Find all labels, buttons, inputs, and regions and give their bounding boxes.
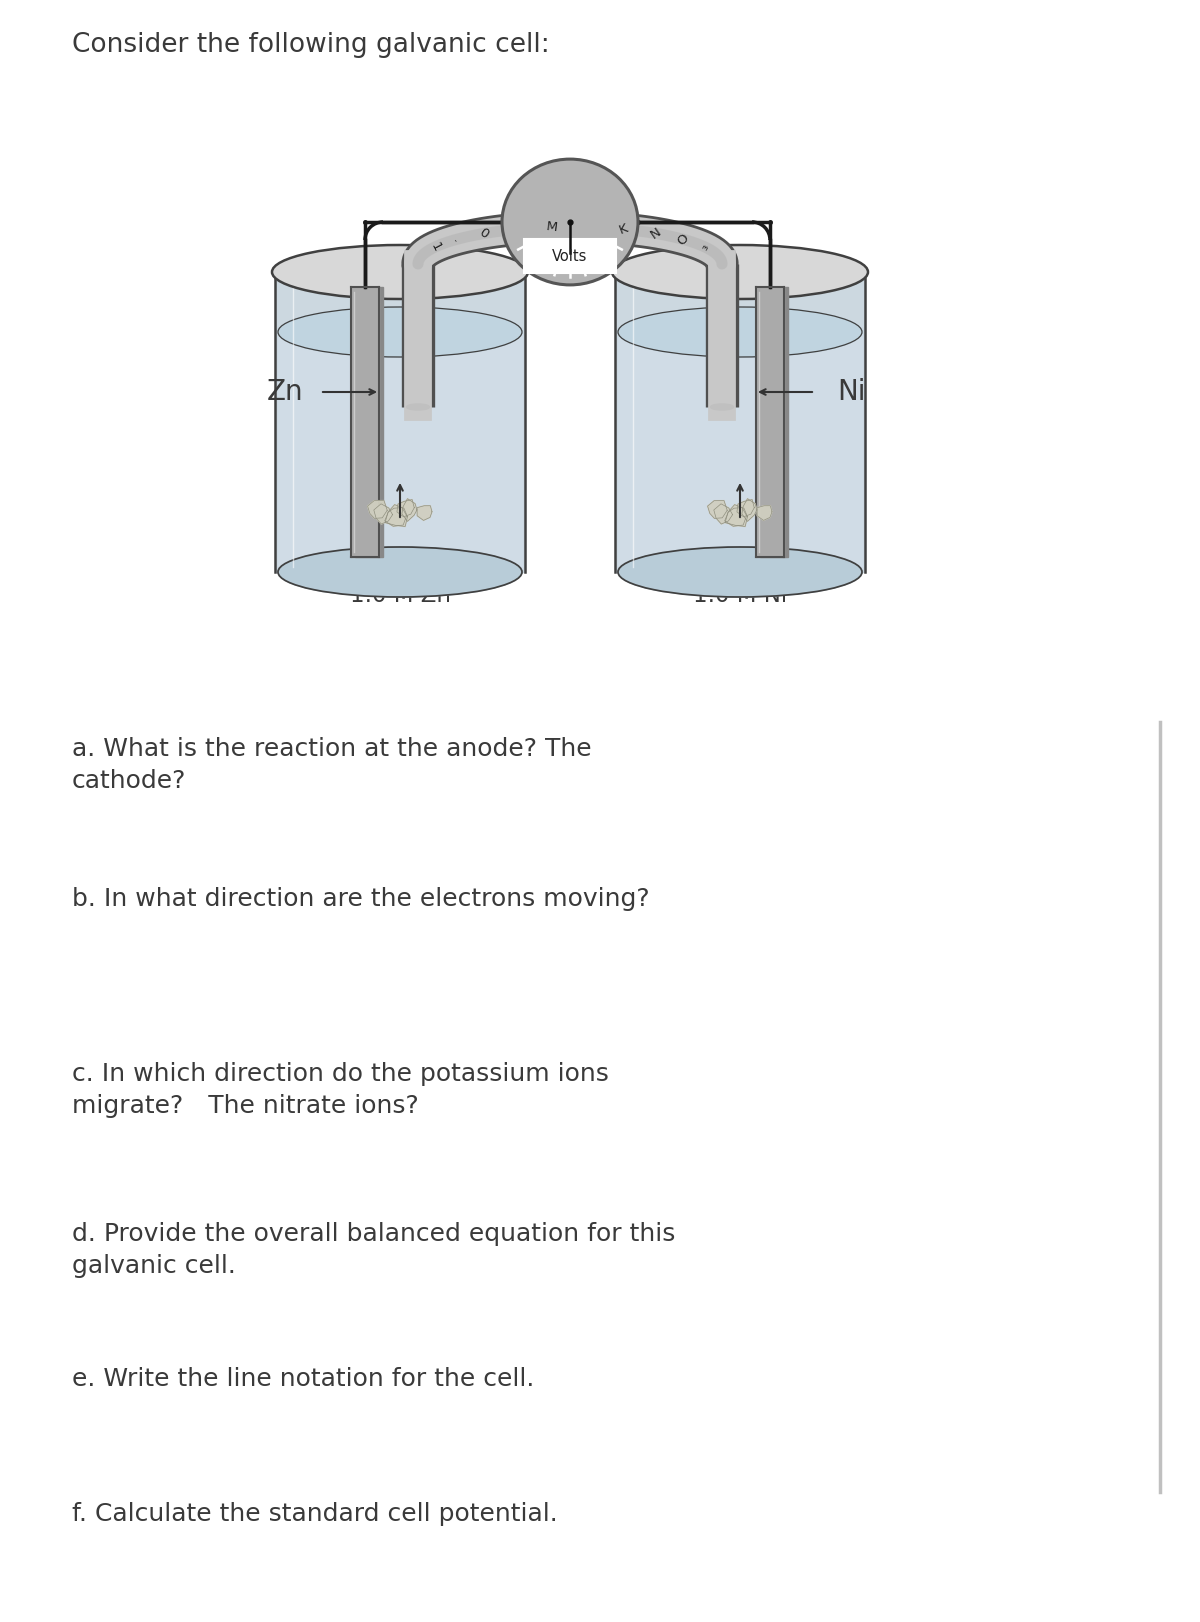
Text: 1.0 M Ni: 1.0 M Ni xyxy=(692,584,787,607)
Ellipse shape xyxy=(278,547,522,597)
Ellipse shape xyxy=(618,547,862,597)
Text: f. Calculate the standard cell potential.: f. Calculate the standard cell potential… xyxy=(72,1502,558,1526)
Polygon shape xyxy=(367,501,388,519)
Text: ₃: ₃ xyxy=(697,242,712,251)
Ellipse shape xyxy=(272,245,528,298)
Polygon shape xyxy=(275,272,526,573)
Text: e. Write the line notation for the cell.: e. Write the line notation for the cell. xyxy=(72,1367,534,1392)
Polygon shape xyxy=(352,287,379,556)
Polygon shape xyxy=(756,287,784,556)
Polygon shape xyxy=(757,506,772,521)
Ellipse shape xyxy=(618,307,862,357)
Text: N: N xyxy=(648,225,664,242)
Polygon shape xyxy=(385,508,407,526)
Ellipse shape xyxy=(407,404,430,410)
Polygon shape xyxy=(742,498,757,521)
Polygon shape xyxy=(278,333,522,573)
Text: 0: 0 xyxy=(476,225,491,242)
Ellipse shape xyxy=(612,245,868,298)
Polygon shape xyxy=(618,333,862,573)
Polygon shape xyxy=(355,287,383,556)
Text: 1.0 M Zn: 1.0 M Zn xyxy=(349,584,450,607)
Text: Consider the following galvanic cell:: Consider the following galvanic cell: xyxy=(72,32,550,58)
Text: 2+: 2+ xyxy=(790,576,814,590)
Polygon shape xyxy=(708,501,727,519)
Polygon shape xyxy=(737,500,755,517)
Polygon shape xyxy=(418,506,432,521)
Ellipse shape xyxy=(278,307,522,357)
Text: a. What is the reaction at the anode? The
cathode?: a. What is the reaction at the anode? Th… xyxy=(72,736,592,793)
Text: 1: 1 xyxy=(428,240,444,253)
Text: O: O xyxy=(676,230,691,248)
Polygon shape xyxy=(725,504,748,527)
Text: K: K xyxy=(617,222,630,237)
Polygon shape xyxy=(714,504,732,524)
Polygon shape xyxy=(725,508,746,526)
Text: Volts: Volts xyxy=(552,248,588,264)
Polygon shape xyxy=(374,504,392,524)
Polygon shape xyxy=(402,498,416,521)
Polygon shape xyxy=(760,287,788,556)
Ellipse shape xyxy=(710,404,733,410)
Polygon shape xyxy=(397,500,414,517)
Text: c. In which direction do the potassium ions
migrate? The nitrate ions?: c. In which direction do the potassium i… xyxy=(72,1062,608,1118)
Text: .: . xyxy=(450,234,463,245)
Text: Ni: Ni xyxy=(838,378,866,406)
Text: b. In what direction are the electrons moving?: b. In what direction are the electrons m… xyxy=(72,887,649,912)
Polygon shape xyxy=(385,504,408,527)
Text: M: M xyxy=(545,221,558,235)
Text: Zn: Zn xyxy=(266,378,304,406)
Text: d. Provide the overall balanced equation for this
galvanic cell.: d. Provide the overall balanced equation… xyxy=(72,1221,676,1278)
Polygon shape xyxy=(616,272,865,573)
Ellipse shape xyxy=(502,159,638,285)
FancyBboxPatch shape xyxy=(524,240,616,274)
Text: 2+: 2+ xyxy=(458,576,482,590)
